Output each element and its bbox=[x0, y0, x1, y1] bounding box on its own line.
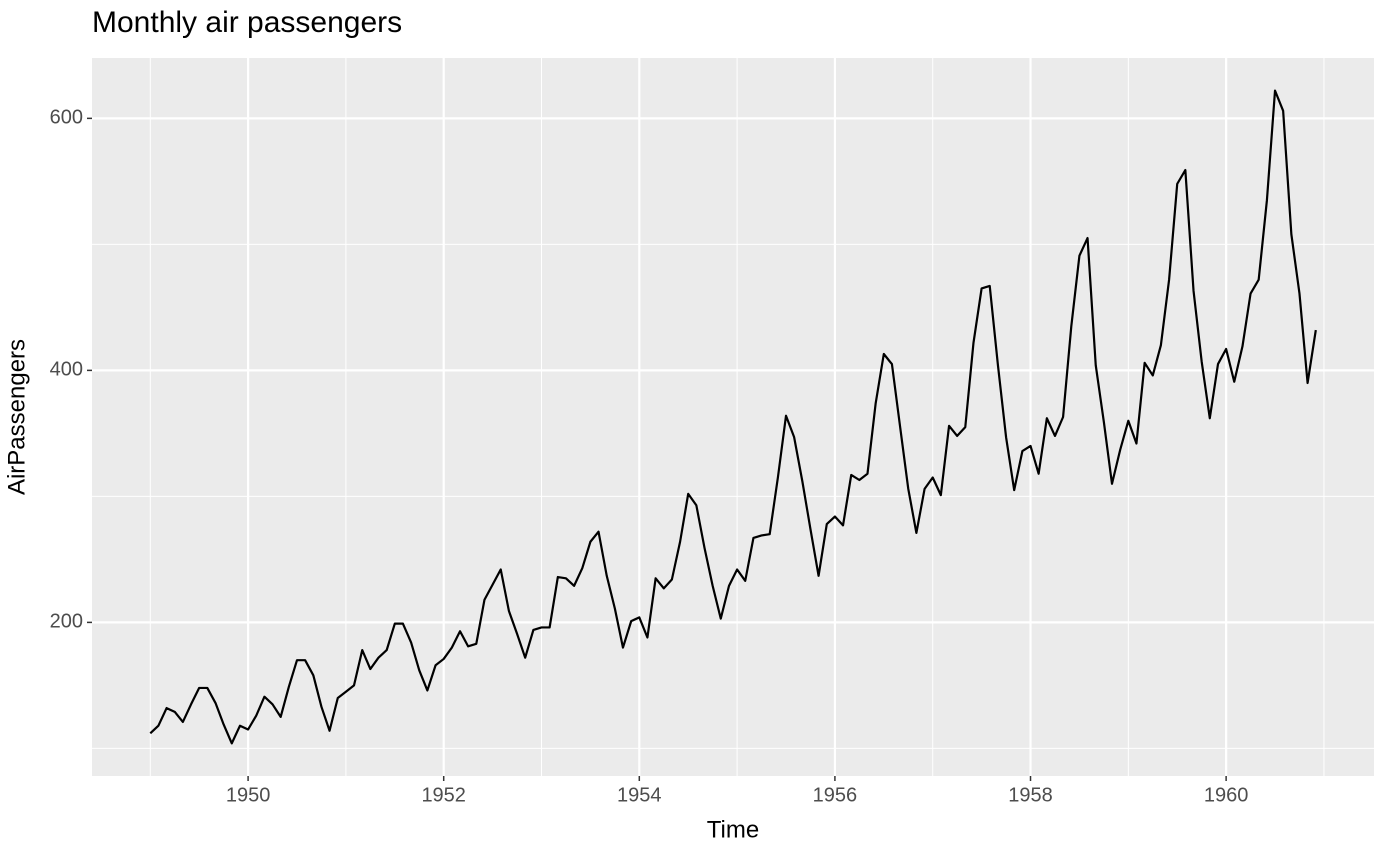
x-tick-label: 1950 bbox=[226, 784, 271, 806]
y-axis-title: AirPassengers bbox=[3, 339, 30, 495]
y-tick-label: 400 bbox=[50, 359, 83, 381]
x-tick-label: 1952 bbox=[421, 784, 466, 806]
chart-title: Monthly air passengers bbox=[92, 6, 402, 39]
y-tick-label: 600 bbox=[50, 107, 83, 129]
x-tick-label: 1958 bbox=[1008, 784, 1053, 806]
data-line bbox=[149, 89, 1317, 745]
x-axis-title: Time bbox=[707, 816, 759, 843]
x-tick-label: 1954 bbox=[617, 784, 662, 806]
panel bbox=[92, 58, 1374, 776]
y-tick-label: 200 bbox=[50, 611, 83, 633]
x-tick-label: 1956 bbox=[813, 784, 858, 806]
x-tick-label: 1960 bbox=[1204, 784, 1249, 806]
